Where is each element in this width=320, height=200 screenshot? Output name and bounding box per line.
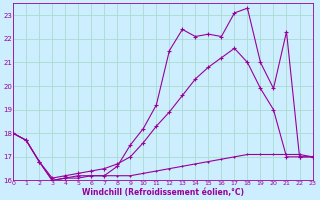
X-axis label: Windchill (Refroidissement éolien,°C): Windchill (Refroidissement éolien,°C) <box>82 188 244 197</box>
